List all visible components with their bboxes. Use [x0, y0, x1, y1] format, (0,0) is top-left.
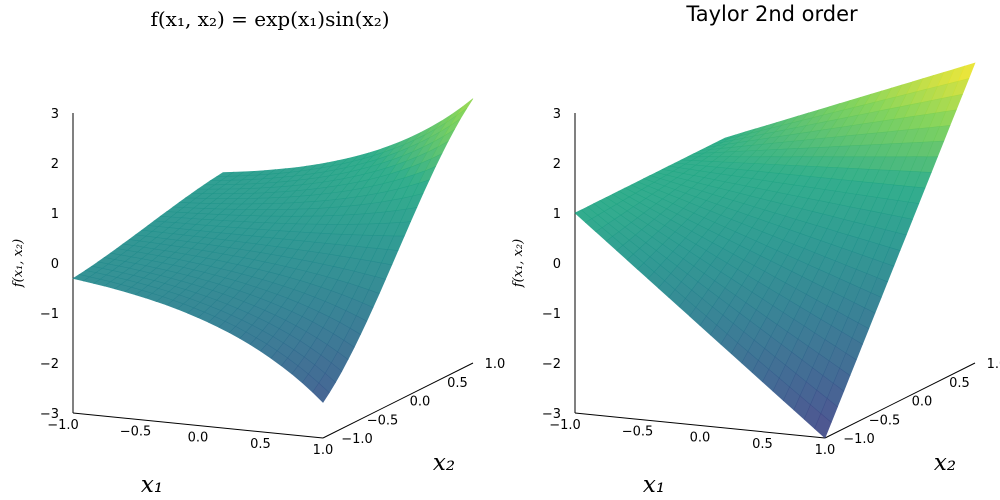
z-tick-label: −2 — [40, 357, 59, 372]
z-tick-label: 3 — [553, 107, 561, 122]
x-axis-line — [574, 412, 826, 439]
x-tick-label: −0.5 — [622, 424, 654, 439]
z-tick-label: 1 — [51, 207, 59, 222]
y-tick-label: 0.0 — [912, 395, 933, 410]
panel-taylor: Taylor 2nd order −3 −2 −1 0 1 2 3 −1.0 −0.5 0.0 0.… — [511, 2, 1000, 498]
chart-title: Taylor 2nd order — [685, 2, 858, 26]
y-axis-label: x₂ — [934, 450, 956, 476]
x-axis-label: x₁ — [141, 472, 163, 498]
y-axis-line — [824, 362, 976, 439]
surface-patch — [312, 382, 330, 403]
y-axis-line — [322, 362, 474, 439]
y-tick-label: −0.5 — [869, 413, 901, 428]
z-tick-label: 3 — [51, 107, 59, 122]
z-tick-label: −2 — [542, 357, 561, 372]
tick-labels: −3 −2 −1 0 1 2 3 −1.0 −0.5 0.0 0.5 1.0 −1.0 −0.5 0.0 0.… — [40, 107, 506, 458]
surface — [72, 98, 474, 403]
tick-labels: −3 −2 −1 0 1 2 3 −1.0 −0.5 0.0 0.5 1.0 −1.0 −0.5 0.0 0.… — [542, 107, 1000, 458]
z-tick-label: −3 — [542, 407, 561, 422]
surface — [574, 62, 976, 439]
x-tick-label: −1.0 — [47, 418, 79, 433]
x-axis-line — [72, 412, 324, 439]
z-tick-label: 2 — [553, 157, 561, 172]
x-tick-label: −0.5 — [120, 424, 152, 439]
z-axis-label: f(x₁, x₂) — [11, 239, 26, 288]
y-tick-label: 0.5 — [447, 376, 468, 391]
z-tick-label: 1 — [553, 207, 561, 222]
z-tick-label: −1 — [40, 307, 59, 322]
panel-original: f(x₁, x₂) = exp(x₁)sin(x₂) −3 −2 −1 0 1 2 3 −1.… — [11, 7, 505, 498]
y-tick-label: 0.0 — [410, 395, 431, 410]
surface-patch — [814, 413, 832, 439]
y-tick-label: −1.0 — [843, 432, 875, 447]
y-tick-label: 1.0 — [987, 357, 1000, 372]
z-tick-label: −1 — [542, 307, 561, 322]
x-axis-label: x₁ — [643, 472, 665, 498]
x-tick-label: 0.0 — [690, 431, 711, 446]
z-tick-label: 0 — [553, 257, 561, 272]
x-tick-label: −1.0 — [549, 418, 581, 433]
x-tick-label: 1.0 — [815, 443, 836, 458]
chart-title: f(x₁, x₂) = exp(x₁)sin(x₂) — [150, 7, 389, 31]
y-axis-label: x₂ — [433, 450, 455, 476]
y-tick-label: 1.0 — [485, 357, 506, 372]
surface-patch — [456, 98, 474, 117]
z-tick-label: −3 — [40, 407, 59, 422]
z-axis-label: f(x₁, x₂) — [511, 239, 526, 288]
x-tick-label: 0.5 — [752, 437, 773, 452]
x-tick-label: 1.0 — [313, 443, 334, 458]
x-tick-label: 0.0 — [188, 431, 209, 446]
y-tick-label: −1.0 — [341, 432, 373, 447]
y-tick-label: 0.5 — [949, 376, 970, 391]
z-tick-label: 0 — [51, 257, 59, 272]
z-tick-label: 2 — [51, 157, 59, 172]
x-tick-label: 0.5 — [250, 437, 271, 452]
y-tick-label: −0.5 — [367, 413, 399, 428]
